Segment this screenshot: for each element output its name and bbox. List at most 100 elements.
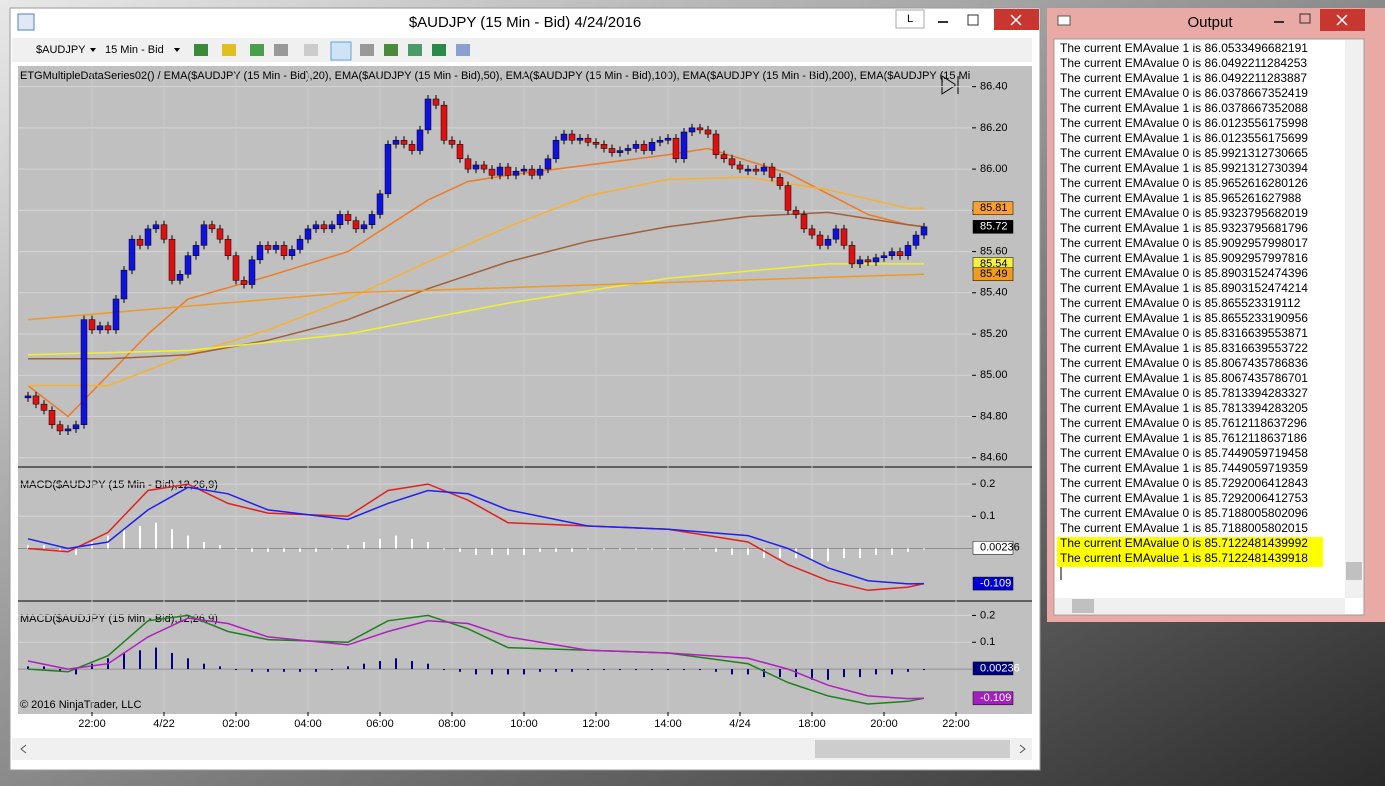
link-button-label[interactable]: L: [907, 13, 913, 25]
h-scrollbar[interactable]: [1055, 598, 1345, 614]
candle: [688, 127, 696, 133]
candle: [736, 164, 744, 170]
output-line: The current EMAvalue 1 is 85.90929579978…: [1060, 251, 1308, 265]
indicator-title: ETGMultipleDataSeries02() / EMA($AUDJPY …: [20, 70, 970, 82]
candle: [472, 164, 480, 170]
candle: [136, 238, 144, 246]
candle: [592, 142, 600, 145]
instrument-select[interactable]: $AUDJPY: [36, 44, 86, 56]
y-tick-label: 0.2: [980, 478, 995, 490]
toolbar: [12, 38, 1032, 62]
scroll-thumb[interactable]: [1346, 562, 1362, 580]
candle: [768, 166, 776, 178]
y-tick-label: 86.40: [980, 81, 1008, 93]
candle: [536, 168, 544, 176]
y-tick-label: 85.40: [980, 287, 1008, 299]
maximize[interactable]: [1299, 13, 1311, 24]
candle: [848, 245, 856, 265]
y-tick-label: 84.60: [980, 452, 1008, 464]
app-icon: [17, 13, 35, 31]
v-scrollbar[interactable]: [1345, 40, 1363, 598]
candle: [704, 129, 712, 135]
chart-area: [18, 66, 1032, 714]
scroll-end[interactable]: [941, 75, 959, 95]
output-line: The current EMAvalue 1 is 85.83166395537…: [1060, 341, 1308, 355]
y-tick-label: 0.1: [980, 636, 995, 648]
x-tick-label: 18:00: [798, 718, 826, 730]
output-line: The current EMAvalue 0 is 85.71224814399…: [1060, 536, 1308, 550]
candle: [24, 395, 32, 399]
candle: [712, 133, 720, 155]
output-line: The current EMAvalue 0 is 85.71880058020…: [1060, 506, 1308, 520]
candle: [144, 228, 152, 246]
window-title: $AUDJPY (15 Min - Bid) 4/24/2016: [409, 14, 641, 31]
output-line: The current EMAvalue 1 is 85.78133942832…: [1060, 401, 1308, 415]
candle: [720, 154, 728, 160]
candle: [312, 224, 320, 230]
candle: [648, 142, 656, 151]
scroll-arrows[interactable]: [20, 744, 1026, 754]
scroll-thumb[interactable]: [815, 740, 1010, 758]
indicator-line: [28, 211, 925, 360]
candle: [440, 104, 448, 141]
candle: [464, 158, 472, 170]
candle: [184, 255, 192, 275]
y-tick-label: 84.80: [980, 410, 1008, 422]
interval-select[interactable]: 15 Min - Bid: [105, 44, 164, 56]
candle: [864, 259, 872, 263]
candle: [672, 137, 680, 160]
candle: [856, 259, 864, 265]
candle: [584, 137, 592, 143]
candle: [336, 214, 344, 226]
candle: [888, 251, 896, 256]
indicator-line: [27, 486, 925, 585]
candle: [208, 224, 216, 230]
candle: [264, 245, 272, 250]
candle: [384, 144, 392, 195]
candle: [64, 428, 72, 432]
candle: [728, 158, 736, 166]
candle: [80, 319, 88, 426]
maximize[interactable]: [967, 14, 979, 26]
close-icon: [1010, 14, 1022, 26]
x-tick-label: 10:00: [510, 718, 538, 730]
candle: [640, 144, 648, 151]
candle: [160, 224, 168, 240]
candle: [104, 325, 112, 331]
toolbar-icons[interactable]: [194, 41, 470, 61]
price-flag-label: 85.49: [980, 268, 1008, 280]
candle: [632, 144, 640, 149]
x-tick-label: 14:00: [654, 718, 682, 730]
scroll-thumb[interactable]: [1072, 599, 1094, 613]
price-flag-label: -0.109: [980, 577, 1011, 589]
output-line: The current EMAvalue 0 is 85.96526162801…: [1060, 176, 1308, 190]
dropdown-arrow: [174, 48, 180, 52]
y-tick-label: 86.20: [980, 122, 1008, 134]
output-line: The current EMAvalue 0 is 85.86552331911…: [1060, 296, 1301, 310]
price-flag: [972, 576, 1014, 591]
output-icon: [1057, 15, 1071, 26]
output-line: The current EMAvalue 1 is 85.71880058020…: [1060, 521, 1308, 535]
x-tick-label: 20:00: [870, 718, 898, 730]
output-line: The current EMAvalue 0 is 85.93237956820…: [1060, 206, 1308, 220]
h-scrollbar[interactable]: [12, 738, 1032, 760]
y-tick-label: 85.20: [980, 328, 1008, 340]
candle: [408, 144, 416, 151]
candle: [816, 234, 824, 246]
candle: [168, 238, 176, 281]
copyright: © 2016 NinjaTrader, LLC: [20, 699, 141, 711]
candle: [328, 224, 336, 230]
price-flag-label: 0.00236: [980, 662, 1020, 674]
candle: [224, 238, 232, 256]
price-flag: [972, 540, 1014, 555]
x-tick-label: 12:00: [582, 718, 610, 730]
candle: [912, 234, 920, 246]
candle: [824, 238, 832, 246]
output-line: The current EMAvalue 1 is 85.71224814399…: [1060, 551, 1308, 565]
candle: [808, 228, 816, 236]
indicator-line: [27, 273, 925, 321]
price-flag: [972, 201, 1014, 216]
y-tick-label: 85.00: [980, 369, 1008, 381]
candle: [792, 210, 800, 215]
link-button[interactable]: [895, 9, 925, 29]
